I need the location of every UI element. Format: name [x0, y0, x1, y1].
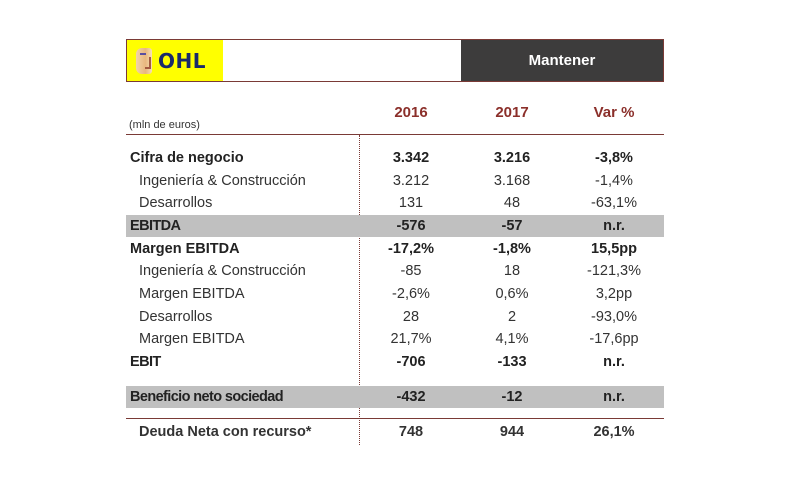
- column-divider: [359, 135, 360, 445]
- value-2016: -17,2%: [388, 241, 434, 257]
- logo-text: OHL: [158, 48, 206, 73]
- table-row: Desarrollos 28 2 -93,0%: [126, 306, 664, 328]
- value-2017: 3.216: [493, 150, 531, 166]
- row-label: EBITDA: [130, 218, 181, 234]
- table-row: Deuda Neta con recurso* 748 944 26,1%: [126, 421, 664, 443]
- header-spacer: [223, 40, 461, 81]
- value-2016: -85: [400, 263, 422, 279]
- row-label: Margen EBITDA: [139, 331, 245, 347]
- row-label: Ingeniería & Construcción: [139, 173, 306, 189]
- value-2017: -12: [501, 389, 523, 405]
- value-2017: 2: [507, 309, 517, 325]
- report-header: OHL Mantener: [126, 39, 664, 82]
- value-2017: 3.168: [493, 173, 531, 189]
- value-var: n.r.: [603, 354, 625, 370]
- value-2017: 4,1%: [495, 331, 529, 347]
- value-var: -121,3%: [586, 263, 641, 279]
- value-var: n.r.: [603, 218, 625, 234]
- value-2016: 21,7%: [390, 331, 432, 347]
- value-2017: 48: [503, 195, 521, 211]
- column-header-var: Var %: [593, 104, 635, 121]
- value-2016: 748: [398, 424, 424, 440]
- table-row: Cifra de negocio 3.342 3.216 -3,8%: [126, 147, 664, 169]
- value-2016: -432: [396, 389, 426, 405]
- value-2016: -2,6%: [392, 286, 430, 302]
- table-row: Margen EBITDA -2,6% 0,6% 3,2pp: [126, 283, 664, 305]
- value-var: -17,6pp: [589, 331, 639, 347]
- row-label: Cifra de negocio: [130, 150, 244, 166]
- footer-divider: [126, 418, 664, 419]
- table-row: Beneficio neto sociedad -432 -12 n.r.: [126, 386, 664, 408]
- row-label: Deuda Neta con recurso*: [139, 424, 312, 440]
- table-row: Ingeniería & Construcción -85 18 -121,3%: [126, 260, 664, 282]
- value-2016: 3.212: [392, 173, 430, 189]
- value-2017: -1,8%: [493, 241, 531, 257]
- row-label: Desarrollos: [139, 195, 213, 211]
- table-row: EBITDA -576 -57 n.r.: [126, 215, 664, 237]
- value-var: n.r.: [603, 389, 625, 405]
- row-label: Desarrollos: [139, 309, 213, 325]
- table-row: Margen EBITDA 21,7% 4,1% -17,6pp: [126, 328, 664, 350]
- table-row: Margen EBITDA -17,2% -1,8% 15,5pp: [126, 238, 664, 260]
- value-2017: -133: [497, 354, 527, 370]
- row-label: Beneficio neto sociedad: [130, 389, 284, 405]
- value-2016: 131: [398, 195, 424, 211]
- value-2016: 3.342: [392, 150, 430, 166]
- table-row: EBIT -706 -133 n.r.: [126, 351, 664, 373]
- header-divider: [126, 134, 664, 135]
- value-var: 26,1%: [593, 424, 635, 440]
- value-2017: 944: [499, 424, 525, 440]
- value-2016: 28: [402, 309, 420, 325]
- row-label: Ingeniería & Construcción: [139, 263, 306, 279]
- row-label: Margen EBITDA: [139, 286, 245, 302]
- value-var: -1,4%: [595, 173, 633, 189]
- ohl-logo: OHL: [127, 40, 223, 81]
- value-var: 3,2pp: [595, 286, 633, 302]
- value-2016: -576: [396, 218, 426, 234]
- table-row: Desarrollos 131 48 -63,1%: [126, 192, 664, 214]
- units-label: (mln de euros): [129, 119, 200, 131]
- value-var: 15,5pp: [591, 241, 637, 257]
- value-var: -3,8%: [595, 150, 633, 166]
- value-var: -63,1%: [591, 195, 637, 211]
- face-logo-icon: [136, 47, 152, 74]
- value-2016: -706: [396, 354, 426, 370]
- column-header-2016: 2016: [394, 104, 428, 121]
- value-2017: 18: [503, 263, 521, 279]
- value-var: -93,0%: [591, 309, 637, 325]
- row-label: Margen EBITDA: [130, 241, 240, 257]
- row-label: EBIT: [130, 354, 161, 370]
- value-2017: 0,6%: [495, 286, 529, 302]
- column-header-2017: 2017: [495, 104, 529, 121]
- table-row: Ingeniería & Construcción 3.212 3.168 -1,4%: [126, 170, 664, 192]
- rating-badge: Mantener: [461, 40, 663, 81]
- value-2017: -57: [501, 218, 523, 234]
